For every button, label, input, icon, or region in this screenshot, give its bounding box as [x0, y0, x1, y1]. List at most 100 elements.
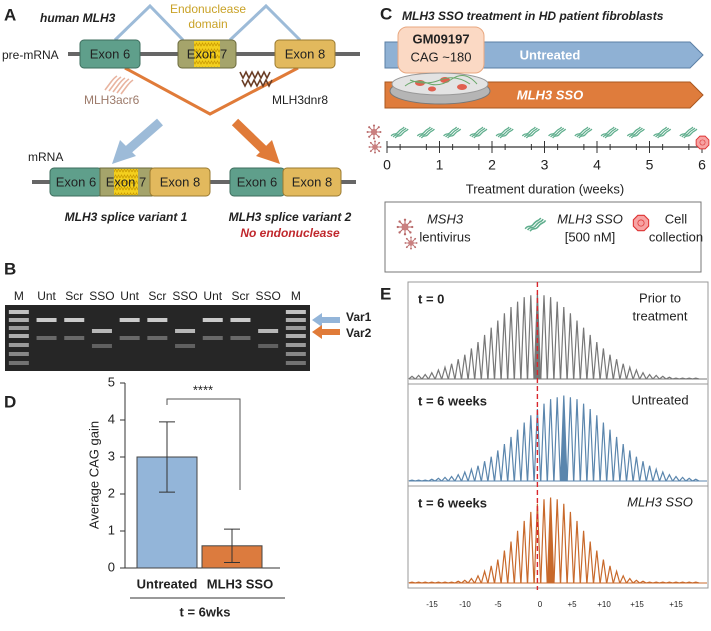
tick-label: 0: [383, 157, 391, 173]
x-label: -5: [494, 600, 502, 609]
gel-band: [175, 329, 196, 333]
domain-pattern: [114, 169, 138, 195]
peak: [546, 497, 555, 584]
peak: [480, 569, 489, 584]
trace-title: t = 6 weeks: [418, 393, 487, 408]
pre-mrna-label: pre-mRNA: [2, 48, 59, 62]
x-label: +15: [669, 600, 683, 609]
splice-line: [228, 3, 302, 42]
lane-label: Scr: [65, 289, 83, 303]
arrow-head: [112, 140, 136, 164]
tick-label: 5: [646, 157, 654, 173]
gel-band: [36, 336, 57, 340]
g-shape: t = 0 Prior to treatment t = 6 weeks Untreat…: [407, 281, 709, 609]
peak: [415, 581, 422, 584]
x-label: -10: [459, 600, 471, 609]
gel-band: [64, 336, 85, 340]
peak: [679, 581, 686, 584]
peak: [434, 368, 443, 380]
peak: [467, 467, 476, 482]
peak: [546, 399, 555, 482]
peak: [461, 354, 469, 380]
legend-box: [384, 201, 702, 273]
sso-icon: [521, 126, 541, 139]
peak: [461, 470, 469, 482]
peak: [513, 429, 522, 482]
peak: [573, 399, 581, 482]
sso-icon: [416, 126, 436, 139]
peak: [652, 374, 660, 380]
peak: [679, 377, 686, 380]
legend-text: [500 nM]: [565, 229, 616, 244]
gel-band: [119, 318, 140, 322]
gel: [5, 305, 310, 371]
g-shape: 0 1 2 3 4 5 6: [383, 126, 706, 173]
peak: [560, 306, 568, 380]
peak: [513, 301, 522, 380]
exon: [282, 167, 342, 197]
peak: [428, 581, 436, 584]
peak: [606, 429, 614, 482]
y-tick-label: 0: [108, 559, 115, 574]
peak: [441, 476, 449, 482]
peak: [527, 295, 535, 380]
sso-icon: [547, 126, 567, 139]
gel-band: [230, 318, 251, 322]
peak: [566, 313, 575, 380]
peak: [566, 397, 575, 482]
peak: [553, 499, 561, 584]
peak: [586, 408, 594, 482]
path-shape: [104, 75, 134, 95]
peak: [626, 365, 634, 380]
peak: [639, 580, 647, 584]
peak: [428, 478, 436, 482]
lane-label: Unt: [37, 289, 56, 303]
peak: [434, 477, 442, 482]
peak: [672, 377, 680, 380]
panel-title: MLH3 SSO treatment in HD patient fibrobl…: [402, 9, 664, 23]
peak: [447, 475, 456, 482]
peak: [487, 456, 495, 482]
mrna-label: mRNA: [28, 150, 63, 164]
peak: [619, 574, 627, 584]
peak: [487, 565, 495, 584]
legend-text: Cell: [665, 211, 688, 226]
peak: [467, 348, 476, 380]
peak: [415, 479, 422, 482]
peak: [665, 376, 673, 380]
peak: [659, 581, 667, 584]
peak: [573, 520, 581, 584]
peak: [435, 581, 442, 584]
gel-band: [64, 318, 85, 322]
gel-band: [119, 336, 140, 340]
peak: [408, 581, 416, 584]
peak: [560, 395, 568, 482]
peak: [652, 467, 660, 482]
gene-label: human MLH3: [40, 11, 116, 25]
panel-label: E: [380, 284, 391, 303]
peak: [599, 559, 608, 584]
peak: [619, 363, 627, 380]
peak: [421, 479, 429, 482]
lane-label: SSO: [172, 289, 197, 303]
gel-band: [202, 318, 223, 322]
peak: [533, 503, 542, 584]
peak: [645, 465, 654, 482]
g-shape: 0 1 2 3 4 5 Untreated MLH3 SSO: [108, 374, 273, 591]
band-arrow: [312, 313, 340, 327]
y-tick-label: 1: [108, 522, 115, 537]
gel-band: [8, 310, 29, 314]
peak: [646, 581, 653, 584]
virus-icon: [368, 140, 382, 154]
sso-icon: [679, 126, 698, 139]
peak: [540, 499, 548, 584]
peak: [533, 408, 542, 482]
trace-box: [407, 485, 709, 589]
gel-band: [258, 329, 279, 333]
gel-band: [8, 318, 29, 322]
virus-icon: [396, 218, 414, 236]
x-label: 0: [538, 600, 543, 609]
peak: [560, 503, 568, 584]
domain-label: Endonuclease: [170, 2, 246, 16]
cells: [404, 74, 478, 92]
